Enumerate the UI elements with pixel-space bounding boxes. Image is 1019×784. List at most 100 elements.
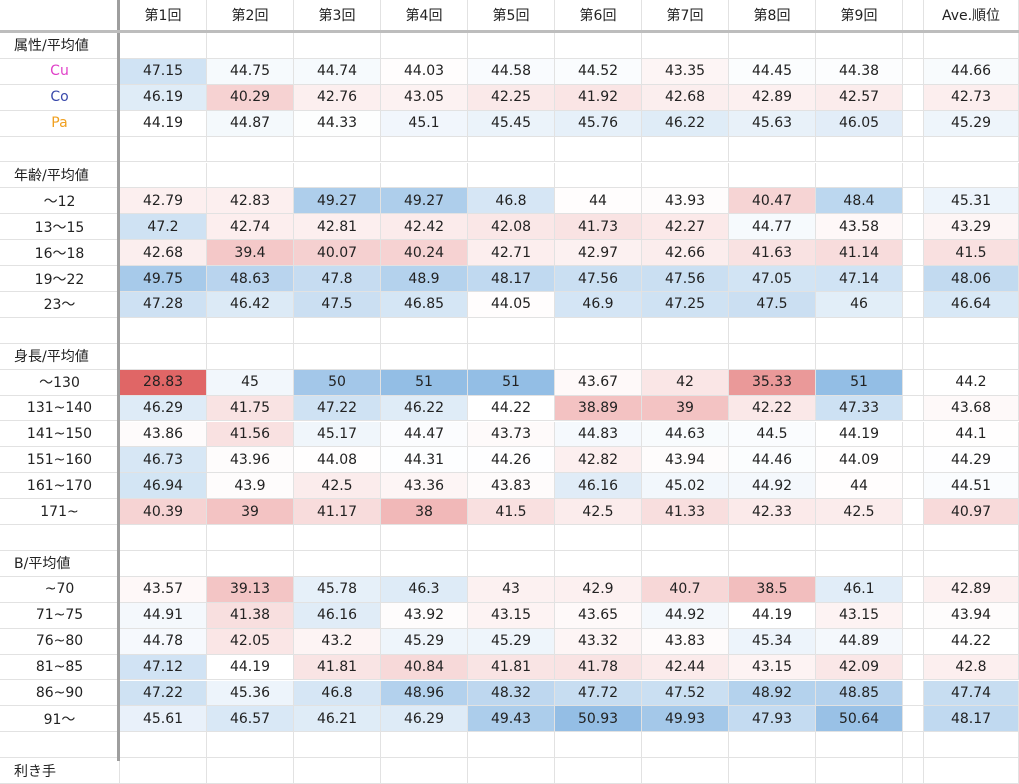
data-cell[interactable]: 47.33 xyxy=(816,395,903,422)
data-cell[interactable]: 49.93 xyxy=(642,706,729,733)
empty-cell[interactable] xyxy=(924,758,1019,784)
data-cell[interactable]: 44.19 xyxy=(816,421,903,448)
empty-cell[interactable] xyxy=(642,343,729,370)
row-label[interactable]: 71~75 xyxy=(0,602,120,629)
empty-cell[interactable] xyxy=(381,317,468,344)
data-cell[interactable]: 46.1 xyxy=(816,576,903,603)
data-cell[interactable]: 40.7 xyxy=(642,576,729,603)
data-cell[interactable]: 49.75 xyxy=(120,266,207,292)
average-rank-cell[interactable]: 45.29 xyxy=(924,110,1019,137)
data-cell[interactable]: 41.17 xyxy=(294,499,381,526)
empty-cell[interactable] xyxy=(294,525,381,551)
empty-cell[interactable] xyxy=(924,732,1019,759)
frozen-column-divider[interactable] xyxy=(117,0,120,761)
empty-cell[interactable] xyxy=(924,33,1019,59)
empty-cell[interactable] xyxy=(642,162,729,189)
data-cell[interactable]: 44.83 xyxy=(555,421,642,448)
data-cell[interactable]: 49.43 xyxy=(468,706,555,733)
empty-cell[interactable] xyxy=(555,732,642,759)
empty-cell[interactable] xyxy=(816,551,903,577)
empty-cell[interactable] xyxy=(924,525,1019,551)
row-label[interactable]: 171~ xyxy=(0,499,120,526)
data-cell[interactable]: 47.22 xyxy=(120,680,207,707)
data-cell[interactable]: 42.66 xyxy=(642,240,729,267)
empty-cell[interactable] xyxy=(924,343,1019,370)
empty-cell[interactable] xyxy=(903,680,924,707)
data-cell[interactable]: 45.02 xyxy=(642,473,729,500)
data-cell[interactable]: 45.36 xyxy=(207,680,294,707)
data-cell[interactable]: 46.94 xyxy=(120,473,207,500)
empty-cell[interactable] xyxy=(468,551,555,577)
empty-cell[interactable] xyxy=(903,292,924,318)
data-cell[interactable]: 43.83 xyxy=(642,628,729,655)
row-label[interactable]: 〜130 xyxy=(0,369,120,396)
data-cell[interactable]: 48.9 xyxy=(381,266,468,292)
empty-cell[interactable] xyxy=(555,33,642,59)
empty-cell[interactable] xyxy=(0,732,120,759)
section-label[interactable]: 身長/平均値 xyxy=(0,343,120,370)
data-cell[interactable]: 40.84 xyxy=(381,654,468,681)
data-cell[interactable]: 47.2 xyxy=(120,214,207,241)
data-cell[interactable]: 46.57 xyxy=(207,706,294,733)
average-rank-cell[interactable]: 43.29 xyxy=(924,214,1019,241)
average-rank-cell[interactable]: 44.1 xyxy=(924,421,1019,448)
data-cell[interactable]: 45 xyxy=(207,369,294,396)
empty-cell[interactable] xyxy=(120,551,207,577)
data-cell[interactable]: 47.05 xyxy=(729,266,816,292)
column-header-8[interactable]: 第8回 xyxy=(729,0,816,31)
data-cell[interactable]: 48.63 xyxy=(207,266,294,292)
data-cell[interactable]: 50 xyxy=(294,369,381,396)
data-cell[interactable]: 47.52 xyxy=(642,680,729,707)
data-cell[interactable]: 41.33 xyxy=(642,499,729,526)
empty-cell[interactable] xyxy=(642,317,729,344)
empty-cell[interactable] xyxy=(903,576,924,603)
data-cell[interactable]: 46.85 xyxy=(381,292,468,318)
empty-cell[interactable] xyxy=(729,136,816,163)
empty-cell[interactable] xyxy=(468,33,555,59)
data-cell[interactable]: 45.1 xyxy=(381,110,468,137)
empty-cell[interactable] xyxy=(816,317,903,344)
average-rank-cell[interactable]: 46.64 xyxy=(924,292,1019,318)
data-cell[interactable]: 44 xyxy=(555,188,642,215)
section-label[interactable]: 属性/平均値 xyxy=(0,33,120,59)
empty-cell[interactable] xyxy=(903,317,924,344)
empty-cell[interactable] xyxy=(816,343,903,370)
data-cell[interactable]: 38 xyxy=(381,499,468,526)
empty-cell[interactable] xyxy=(903,551,924,577)
data-cell[interactable]: 44.05 xyxy=(468,292,555,318)
data-cell[interactable]: 42.71 xyxy=(468,240,555,267)
data-cell[interactable]: 42.81 xyxy=(294,214,381,241)
data-cell[interactable]: 47.56 xyxy=(642,266,729,292)
empty-cell[interactable] xyxy=(903,473,924,500)
data-cell[interactable]: 44.89 xyxy=(816,628,903,655)
data-cell[interactable]: 47.5 xyxy=(294,292,381,318)
data-cell[interactable]: 42.44 xyxy=(642,654,729,681)
data-cell[interactable]: 42.79 xyxy=(120,188,207,215)
empty-cell[interactable] xyxy=(924,551,1019,577)
average-rank-cell[interactable]: 47.74 xyxy=(924,680,1019,707)
data-cell[interactable]: 43.36 xyxy=(381,473,468,500)
data-cell[interactable]: 42.89 xyxy=(729,84,816,111)
data-cell[interactable]: 48.85 xyxy=(816,680,903,707)
empty-cell[interactable] xyxy=(555,525,642,551)
data-cell[interactable]: 40.39 xyxy=(120,499,207,526)
empty-cell[interactable] xyxy=(642,136,729,163)
data-cell[interactable]: 47.8 xyxy=(294,266,381,292)
data-cell[interactable]: 44.75 xyxy=(207,58,294,85)
empty-cell[interactable] xyxy=(381,136,468,163)
data-cell[interactable]: 47.56 xyxy=(555,266,642,292)
empty-cell[interactable] xyxy=(642,732,729,759)
data-cell[interactable]: 43.58 xyxy=(816,214,903,241)
empty-cell[interactable] xyxy=(816,162,903,189)
row-label[interactable]: 151~160 xyxy=(0,447,120,474)
data-cell[interactable]: 48.32 xyxy=(468,680,555,707)
row-label[interactable]: Pa xyxy=(0,110,120,137)
data-cell[interactable]: 39 xyxy=(642,395,729,422)
data-cell[interactable]: 41.81 xyxy=(468,654,555,681)
empty-cell[interactable] xyxy=(903,499,924,526)
row-label[interactable]: 〜12 xyxy=(0,188,120,215)
average-rank-cell[interactable]: 48.17 xyxy=(924,706,1019,733)
row-label[interactable]: 23〜 xyxy=(0,292,120,318)
data-cell[interactable]: 43.92 xyxy=(381,602,468,629)
data-cell[interactable]: 43.05 xyxy=(381,84,468,111)
